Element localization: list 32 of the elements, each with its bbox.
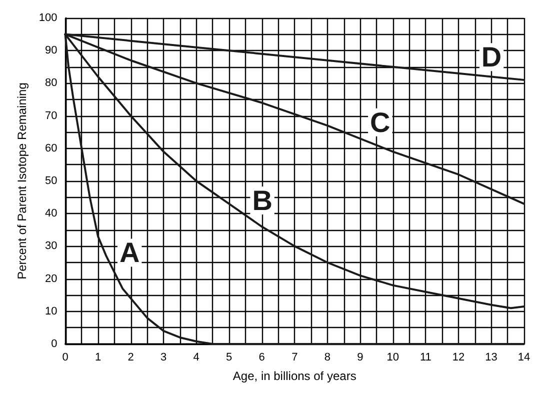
y-tick-label: 50 bbox=[45, 175, 58, 187]
x-tick-label: 1 bbox=[94, 352, 102, 364]
y-tick-label: 90 bbox=[45, 44, 58, 57]
x-tick-label: 7 bbox=[292, 352, 298, 364]
series-label: A bbox=[119, 237, 140, 268]
x-tick-label: 5 bbox=[226, 352, 232, 364]
y-tick-label: 70 bbox=[45, 110, 58, 122]
series-label: C bbox=[370, 106, 390, 138]
y-tick-label: 40 bbox=[45, 208, 58, 220]
y-tick-label: 30 bbox=[45, 240, 58, 252]
series-label: B bbox=[252, 185, 272, 216]
y-tick-label: 10 bbox=[45, 305, 58, 318]
x-tick-label: 13 bbox=[485, 352, 498, 364]
x-tick-label: 0 bbox=[62, 352, 68, 364]
x-tick-label: 8 bbox=[324, 352, 330, 364]
x-tick-label: 6 bbox=[258, 352, 265, 364]
y-tick-label: 60 bbox=[45, 142, 58, 154]
y-axis-title: Percent of Parent Isotope Remaining bbox=[15, 82, 29, 280]
x-tick-label: 11 bbox=[420, 352, 432, 364]
x-tick-label: 12 bbox=[452, 352, 465, 364]
x-tick-label: 3 bbox=[160, 352, 167, 364]
y-tick-label: 20 bbox=[45, 272, 58, 285]
x-tick-label: 14 bbox=[518, 352, 530, 364]
x-tick-label: 10 bbox=[386, 352, 400, 364]
x-axis-title: Age, in billions of years bbox=[232, 369, 356, 383]
x-tick-label: 9 bbox=[357, 352, 364, 364]
y-tick-label: 0 bbox=[51, 338, 58, 350]
y-tick-label: 80 bbox=[45, 77, 58, 90]
x-tick-label: 2 bbox=[128, 352, 134, 364]
series-label: D bbox=[481, 42, 502, 73]
x-tick-label: 4 bbox=[193, 352, 200, 364]
y-tick-label: 100 bbox=[38, 12, 58, 24]
